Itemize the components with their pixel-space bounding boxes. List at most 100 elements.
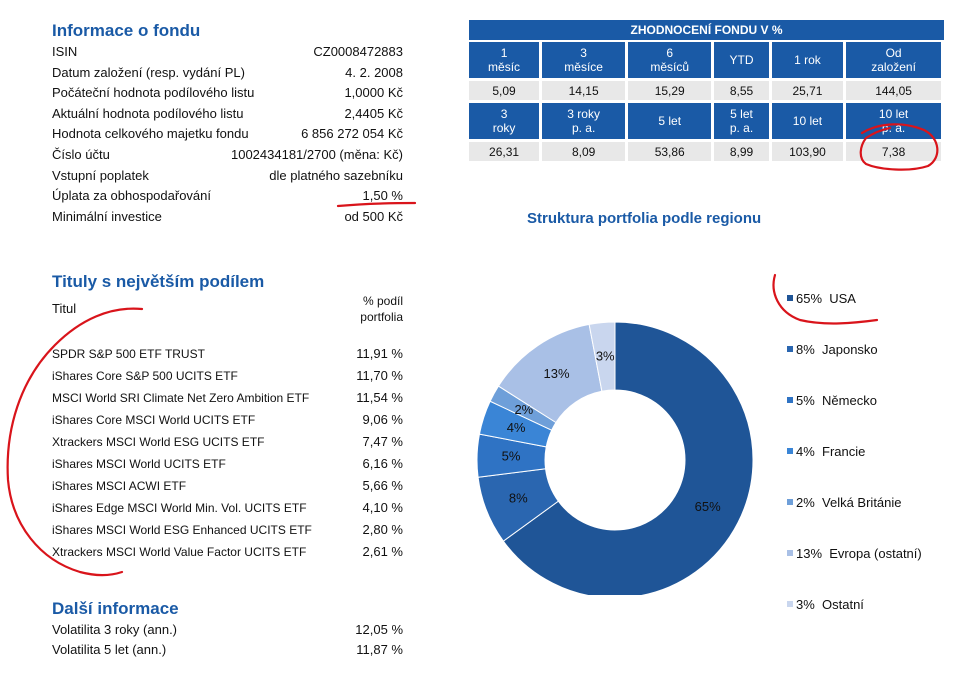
fund-info-value: 4. 2. 2008 bbox=[345, 64, 403, 80]
holding-share: 2,80 % bbox=[362, 522, 403, 537]
holding-row: iShares MSCI ACWI ETF 5,66 % bbox=[52, 477, 403, 499]
performance-value-cell: 25,71 bbox=[771, 81, 844, 100]
holdings-title: Tituly s největším podílem bbox=[52, 272, 265, 291]
holding-name: Xtrackers MSCI World ESG UCITS ETF bbox=[52, 435, 265, 449]
more-info-list: Volatilita 3 roky (ann.) 12,05 % Volatilit… bbox=[52, 620, 403, 660]
holding-share: 2,61 % bbox=[362, 544, 403, 559]
fund-info-label: Aktuální hodnota podílového listu bbox=[52, 105, 244, 121]
legend-swatch bbox=[787, 499, 793, 505]
more-info-row: Volatilita 5 let (ann.) 11,87 % bbox=[52, 640, 403, 660]
performance-block: ZHODNOCENÍ FONDU V % 1 měsíc 3 měsíce 6 měsíc… bbox=[469, 20, 944, 164]
donut-slice-usa bbox=[502, 321, 754, 595]
holdings-col-share: % podíl portfolia bbox=[360, 294, 403, 324]
legend-swatch bbox=[787, 550, 793, 556]
performance-header-line: p. a. bbox=[729, 121, 754, 135]
legend-swatch bbox=[787, 601, 793, 607]
fund-info-value: 6 856 272 054 Kč bbox=[301, 126, 403, 142]
fund-info-value: 1,0000 Kč bbox=[344, 85, 403, 101]
holding-row: iShares Core S&P 500 UCITS ETF 11,70 % bbox=[52, 367, 403, 389]
legend-item: 2% Velká Británie bbox=[787, 494, 922, 510]
legend-label: 2% Velká Británie bbox=[796, 494, 902, 510]
legend-label: 8% Japonsko bbox=[796, 341, 878, 357]
holding-name: iShares Core S&P 500 UCITS ETF bbox=[52, 369, 238, 383]
more-info-value: 12,05 % bbox=[355, 622, 403, 637]
performance-header-cell: YTD bbox=[714, 42, 769, 78]
more-info-label: Volatilita 5 let (ann.) bbox=[52, 642, 167, 657]
holding-name: iShares Core MSCI World UCITS ETF bbox=[52, 413, 256, 427]
legend-label: 65% USA bbox=[796, 290, 856, 306]
more-info-value: 11,87 % bbox=[356, 642, 403, 657]
performance-header-line: měsíc bbox=[488, 60, 521, 74]
legend-item: 65% USA bbox=[787, 290, 922, 306]
holding-share: 11,91 % bbox=[356, 346, 403, 361]
donut-data-label: 13% bbox=[544, 366, 570, 381]
performance-value-cell: 8,99 bbox=[714, 142, 769, 161]
performance-header-cell: 3 roky bbox=[469, 103, 540, 139]
fund-info-value: od 500 Kč bbox=[344, 208, 403, 224]
holding-name: SPDR S&P 500 ETF TRUST bbox=[52, 347, 205, 361]
more-info-row: Volatilita 3 roky (ann.) 12,05 % bbox=[52, 620, 403, 640]
fund-info-value: 1,50 % bbox=[362, 188, 403, 204]
fund-info-row: Číslo účtu 1002434181/2700 (měna: Kč) bbox=[52, 145, 403, 166]
fund-info-row: ISIN CZ0008472883 bbox=[52, 42, 403, 63]
performance-header-line: 1 rok bbox=[794, 53, 821, 67]
performance-value-cell: 7,38 bbox=[846, 142, 941, 161]
fund-info-label: Minimální investice bbox=[52, 208, 162, 224]
fund-info-label: Úplata za obhospodařování bbox=[52, 188, 212, 204]
fund-info-value: 1002434181/2700 (měna: Kč) bbox=[230, 146, 403, 162]
holding-row: Xtrackers MSCI World Value Factor UCITS … bbox=[52, 543, 403, 565]
holding-share: 11,70 % bbox=[356, 368, 403, 383]
holding-share: 9,06 % bbox=[362, 412, 403, 427]
performance-title: ZHODNOCENÍ FONDU V % bbox=[469, 20, 944, 40]
fund-info-row: Počáteční hodnota podílového listu 1,0000… bbox=[52, 83, 403, 104]
more-info-label: Volatilita 3 roky (ann.) bbox=[52, 622, 178, 637]
donut-data-label: 4% bbox=[507, 420, 526, 435]
fund-info-value: 2,4405 Kč bbox=[344, 105, 403, 121]
performance-header-cell: 3 roky p. a. bbox=[542, 103, 626, 139]
legend-swatch bbox=[787, 448, 793, 454]
fund-info-label: Hodnota celkového majetku fondu bbox=[52, 126, 249, 142]
holding-name: iShares Edge MSCI World Min. Vol. UCITS … bbox=[52, 501, 307, 515]
donut-data-label: 3% bbox=[596, 348, 615, 363]
performance-header-line: 1 bbox=[500, 46, 508, 60]
legend-item: 13% Evropa (ostatní) bbox=[787, 545, 922, 561]
holdings-list: SPDR S&P 500 ETF TRUST 11,91 % iShares Cor… bbox=[52, 345, 403, 565]
performance-header-line: 5 let bbox=[730, 107, 753, 121]
holding-row: iShares MSCI World ESG Enhanced UCITS ET… bbox=[52, 521, 403, 543]
fund-info-value: dle platného sazebníku bbox=[269, 167, 403, 183]
holding-share: 6,16 % bbox=[362, 456, 403, 471]
region-donut-chart: 65%8%5%4%2%13%3% bbox=[476, 321, 754, 595]
holding-name: iShares MSCI World ESG Enhanced UCITS ET… bbox=[52, 523, 312, 537]
fund-info-label: Číslo účtu bbox=[52, 146, 110, 162]
fund-info-row: Minimální investice od 500 Kč bbox=[52, 207, 403, 228]
performance-header-line: 6 bbox=[666, 46, 674, 60]
legend-label: 4% Francie bbox=[796, 443, 866, 459]
holding-row: Xtrackers MSCI World ESG UCITS ETF 7,47 % bbox=[52, 433, 403, 455]
legend-item: 5% Německo bbox=[787, 392, 922, 408]
performance-header-cell: 5 let p. a. bbox=[714, 103, 769, 139]
performance-value-cell: 14,15 bbox=[542, 81, 626, 100]
performance-header-cell: 10 let p. a. bbox=[846, 103, 941, 139]
fund-info-row: Datum založení (resp. vydání PL) 4. 2. 20… bbox=[52, 63, 403, 84]
performance-value-cell: 15,29 bbox=[628, 81, 712, 100]
chart-legend: 65% USA 8% Japonsko 5% Německo 4% Francie 2%… bbox=[787, 290, 922, 647]
holding-name: iShares MSCI ACWI ETF bbox=[52, 479, 187, 493]
performance-header-cell: 1 rok bbox=[771, 42, 844, 78]
chart-title: Struktura portfolia podle regionu bbox=[527, 210, 762, 227]
performance-header-line: 10 let bbox=[792, 114, 823, 128]
holding-row: iShares Edge MSCI World Min. Vol. UCITS … bbox=[52, 499, 403, 521]
legend-swatch bbox=[787, 295, 793, 301]
fund-info-list: ISIN CZ0008472883 Datum založení (resp. vy… bbox=[52, 42, 403, 227]
fund-info-row: Hodnota celkového majetku fondu 6 856 272… bbox=[52, 124, 403, 145]
legend-item: 3% Ostatní bbox=[787, 596, 922, 612]
more-info-title: Další informace bbox=[52, 599, 179, 618]
performance-header-cell: 3 měsíce bbox=[542, 42, 626, 78]
performance-header-line: p. a. bbox=[881, 121, 906, 135]
performance-header-cell: 1 měsíc bbox=[469, 42, 540, 78]
donut-slice-ostatn- bbox=[588, 321, 616, 392]
fund-info-label: Vstupní poplatek bbox=[52, 167, 149, 183]
holding-name: MSCI World SRI Climate Net Zero Ambition… bbox=[52, 391, 310, 405]
donut-data-label: 8% bbox=[509, 490, 528, 505]
performance-value-cell: 26,31 bbox=[469, 142, 540, 161]
holding-name: iShares MSCI World UCITS ETF bbox=[52, 457, 226, 471]
